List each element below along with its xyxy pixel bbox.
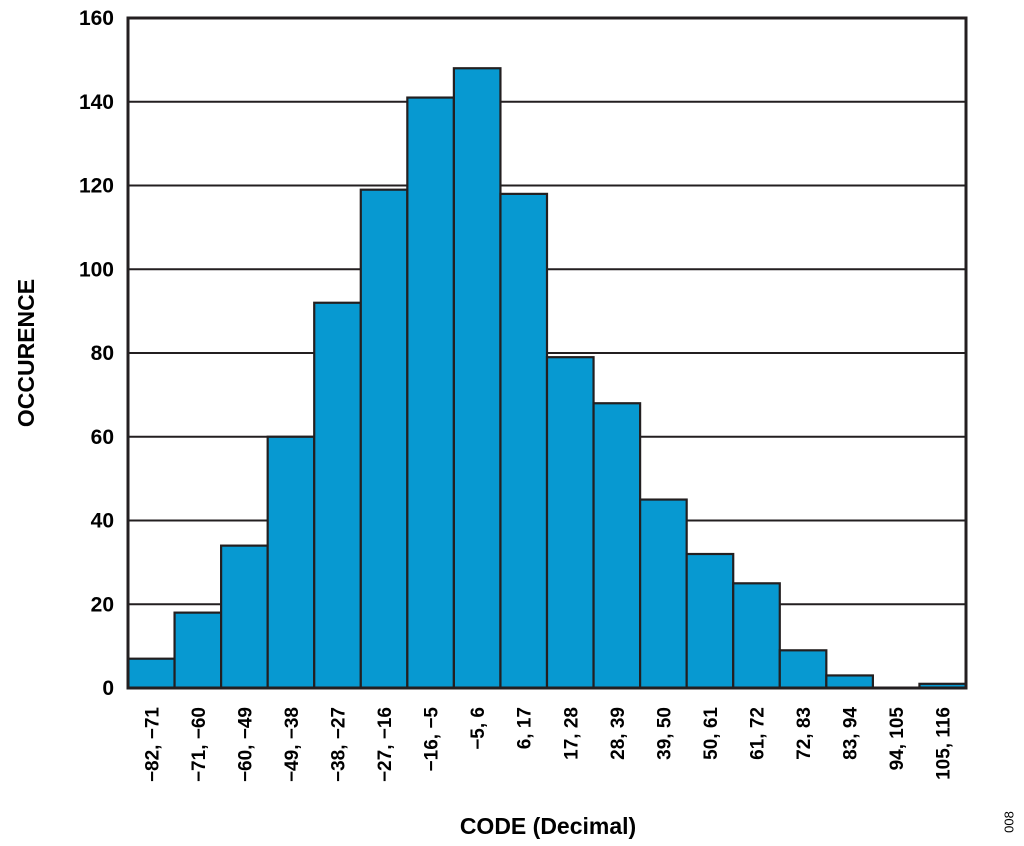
x-tick-label: 17, 28 (561, 707, 582, 760)
histogram-bar (732, 582, 781, 690)
y-tick-label: 80 (91, 342, 114, 365)
y-tick-label: 140 (79, 91, 114, 114)
figure-code: 008 (1001, 811, 1016, 833)
x-tick-label: −82, −71 (142, 707, 163, 782)
x-tick-label: 6, 17 (515, 707, 536, 749)
y-tick-labels: 0 20 40 60 80 100 120 140 160 (79, 7, 114, 700)
y-tick-label: 160 (79, 7, 114, 30)
y-tick-label: 120 (79, 175, 114, 198)
y-tick-label: 100 (79, 258, 114, 281)
histogram-bar (313, 301, 362, 690)
histogram-bar (126, 657, 176, 690)
histogram-bar (406, 96, 455, 690)
histogram-bar (545, 356, 595, 690)
x-tick-label: 61, 72 (748, 707, 769, 760)
x-tick-label: 72, 83 (794, 707, 815, 760)
histogram-bar (359, 188, 409, 690)
y-tick-label: 0 (102, 677, 114, 700)
y-axis-label: OCCURENCE (13, 279, 39, 427)
histogram-bar (825, 674, 874, 690)
x-tick-label: 105, 116 (934, 707, 955, 780)
histogram-bar (499, 192, 549, 690)
histogram-bar (592, 402, 642, 690)
x-tick-label: 28, 39 (608, 707, 629, 760)
x-tick-label: 94, 105 (887, 707, 908, 771)
x-tick-label: 50, 61 (701, 707, 722, 760)
x-tick-label: 83, 94 (841, 707, 862, 760)
bars (126, 67, 968, 690)
x-tick-label: −60, −49 (235, 707, 256, 782)
x-tick-label: −27, −16 (375, 707, 396, 782)
histogram-bar (452, 67, 502, 690)
x-tick-label: −16, −5 (422, 707, 443, 772)
x-tick-label: −71, −60 (189, 707, 210, 782)
histogram-bar (220, 544, 269, 690)
histogram-bar (173, 611, 223, 690)
y-tick-label: 40 (91, 510, 114, 533)
histogram-bar (778, 649, 828, 690)
x-tick-label: −5, 6 (468, 707, 489, 750)
plot-frame (126, 16, 968, 690)
histogram-bar (639, 498, 688, 690)
histogram-bar (685, 552, 735, 690)
histogram-bar (266, 435, 316, 690)
x-tick-label: −38, −27 (329, 707, 350, 782)
x-tick-label: −49, −38 (282, 707, 303, 782)
x-axis-label: CODE (Decimal) (460, 813, 636, 839)
x-tick-label: 39, 50 (654, 707, 675, 760)
x-tick-labels: −82, −71 −71, −60 −60, −49 −49, −38 −38, −27… (142, 707, 954, 782)
y-tick-label: 20 (91, 593, 114, 616)
y-tick-label: 60 (91, 426, 114, 449)
